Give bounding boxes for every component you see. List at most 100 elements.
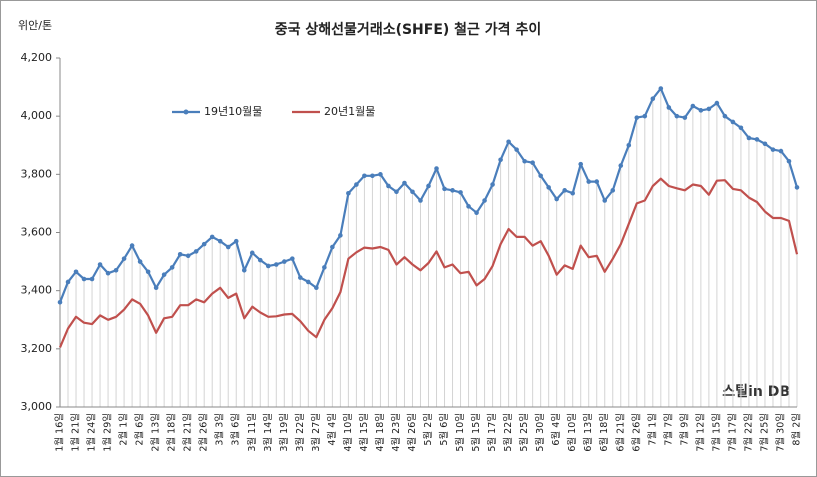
point — [169, 265, 175, 270]
point — [506, 139, 511, 145]
point — [714, 100, 720, 106]
point — [490, 182, 495, 187]
point — [346, 190, 351, 196]
x-tick-label: 6월 10일 — [566, 413, 578, 452]
point — [193, 249, 199, 254]
x-tick-label: 3월 11일 — [246, 413, 258, 452]
x-tick-label: 6월 26일 — [630, 413, 642, 452]
x-tick-label: 3월 3일 — [214, 413, 226, 446]
y-tick-label: 3,600 — [21, 226, 53, 239]
point — [386, 183, 391, 189]
point — [442, 186, 447, 192]
point — [706, 106, 712, 112]
x-tick-label: 6월 21일 — [614, 413, 626, 452]
point — [81, 276, 87, 282]
y-tick-label: 3,400 — [21, 284, 53, 297]
point — [634, 115, 640, 120]
point — [658, 86, 664, 91]
x-tick-label: 3월 14일 — [262, 413, 274, 452]
x-tick-label: 7월 12일 — [694, 413, 706, 452]
point — [145, 269, 151, 275]
point — [458, 190, 463, 195]
point — [626, 142, 632, 148]
point — [530, 160, 535, 165]
point — [682, 115, 688, 120]
x-tick-label: 5월 22일 — [502, 413, 514, 452]
point — [690, 103, 696, 109]
x-tick-label: 5월 17일 — [486, 413, 498, 452]
x-tick-label: 7월 22일 — [742, 413, 754, 452]
point — [794, 185, 800, 190]
point — [129, 243, 135, 248]
point — [330, 244, 335, 250]
x-tick-label: 7월 1일 — [646, 413, 658, 446]
x-tick-label: 6월 4일 — [550, 413, 562, 446]
x-tick-label: 6월 13일 — [582, 413, 594, 452]
point — [642, 113, 648, 119]
x-tick-label: 4월 4일 — [326, 413, 338, 446]
point — [97, 262, 103, 267]
point — [65, 279, 71, 285]
x-tick-label: 7월 30일 — [774, 413, 786, 452]
x-tick-label: 2월 13일 — [150, 413, 162, 452]
point — [602, 198, 608, 203]
point — [514, 147, 519, 152]
point — [57, 300, 63, 305]
point — [554, 196, 559, 202]
point — [201, 241, 207, 247]
y-tick-label: 4,200 — [21, 51, 53, 64]
point — [698, 108, 704, 113]
point — [394, 189, 399, 195]
x-tick-label: 2월 26일 — [198, 413, 210, 452]
x-tick-label: 7월 15일 — [710, 413, 722, 452]
series-line — [58, 177, 799, 348]
point — [786, 158, 792, 164]
point — [217, 238, 223, 244]
point — [650, 96, 656, 102]
point — [225, 244, 231, 250]
point — [73, 269, 79, 275]
point — [89, 276, 95, 282]
y-axis-label: 위안/톤 — [18, 19, 52, 32]
x-tick-label: 5월 15일 — [470, 413, 482, 452]
point — [121, 256, 127, 261]
point — [241, 268, 247, 273]
y-tick-label: 3,800 — [21, 167, 53, 180]
x-tick-label: 5월 10일 — [454, 413, 466, 452]
point — [265, 263, 271, 269]
point — [546, 185, 551, 190]
point — [273, 262, 279, 267]
x-tick-label: 3월 27일 — [310, 413, 322, 452]
x-tick-label: 3월 6일 — [230, 413, 242, 446]
point — [105, 270, 111, 276]
x-tick-label: 2월 6일 — [134, 413, 146, 446]
point — [594, 179, 600, 184]
x-tick-label: 4월 23일 — [390, 413, 402, 452]
point — [562, 188, 567, 193]
x-tick-label: 7월 17일 — [726, 413, 738, 452]
point — [674, 113, 680, 119]
x-tick-label: 4월 15일 — [358, 413, 370, 452]
y-tick-label: 3,200 — [21, 342, 53, 355]
point — [466, 204, 471, 209]
x-tick-label: 5월 25일 — [518, 413, 530, 452]
point — [538, 173, 543, 179]
point — [418, 198, 423, 203]
point — [722, 113, 728, 119]
point — [290, 256, 295, 261]
x-tick-label: 2월 21일 — [182, 413, 194, 452]
x-tick-label: 2월 18일 — [166, 413, 178, 452]
x-tick-label: 1월 16일 — [54, 413, 66, 452]
x-tick-label: 5월 30일 — [534, 413, 546, 452]
x-tick-label: 3월 19일 — [278, 413, 290, 452]
point — [306, 279, 311, 285]
x-tick-label: 7월 7일 — [662, 413, 674, 446]
x-tick-label: 1월 24일 — [86, 413, 98, 452]
point — [450, 188, 455, 193]
point — [113, 268, 119, 273]
x-tick-label: 5월 2일 — [422, 413, 434, 446]
point — [610, 188, 616, 193]
point — [161, 272, 167, 277]
point — [666, 105, 672, 110]
